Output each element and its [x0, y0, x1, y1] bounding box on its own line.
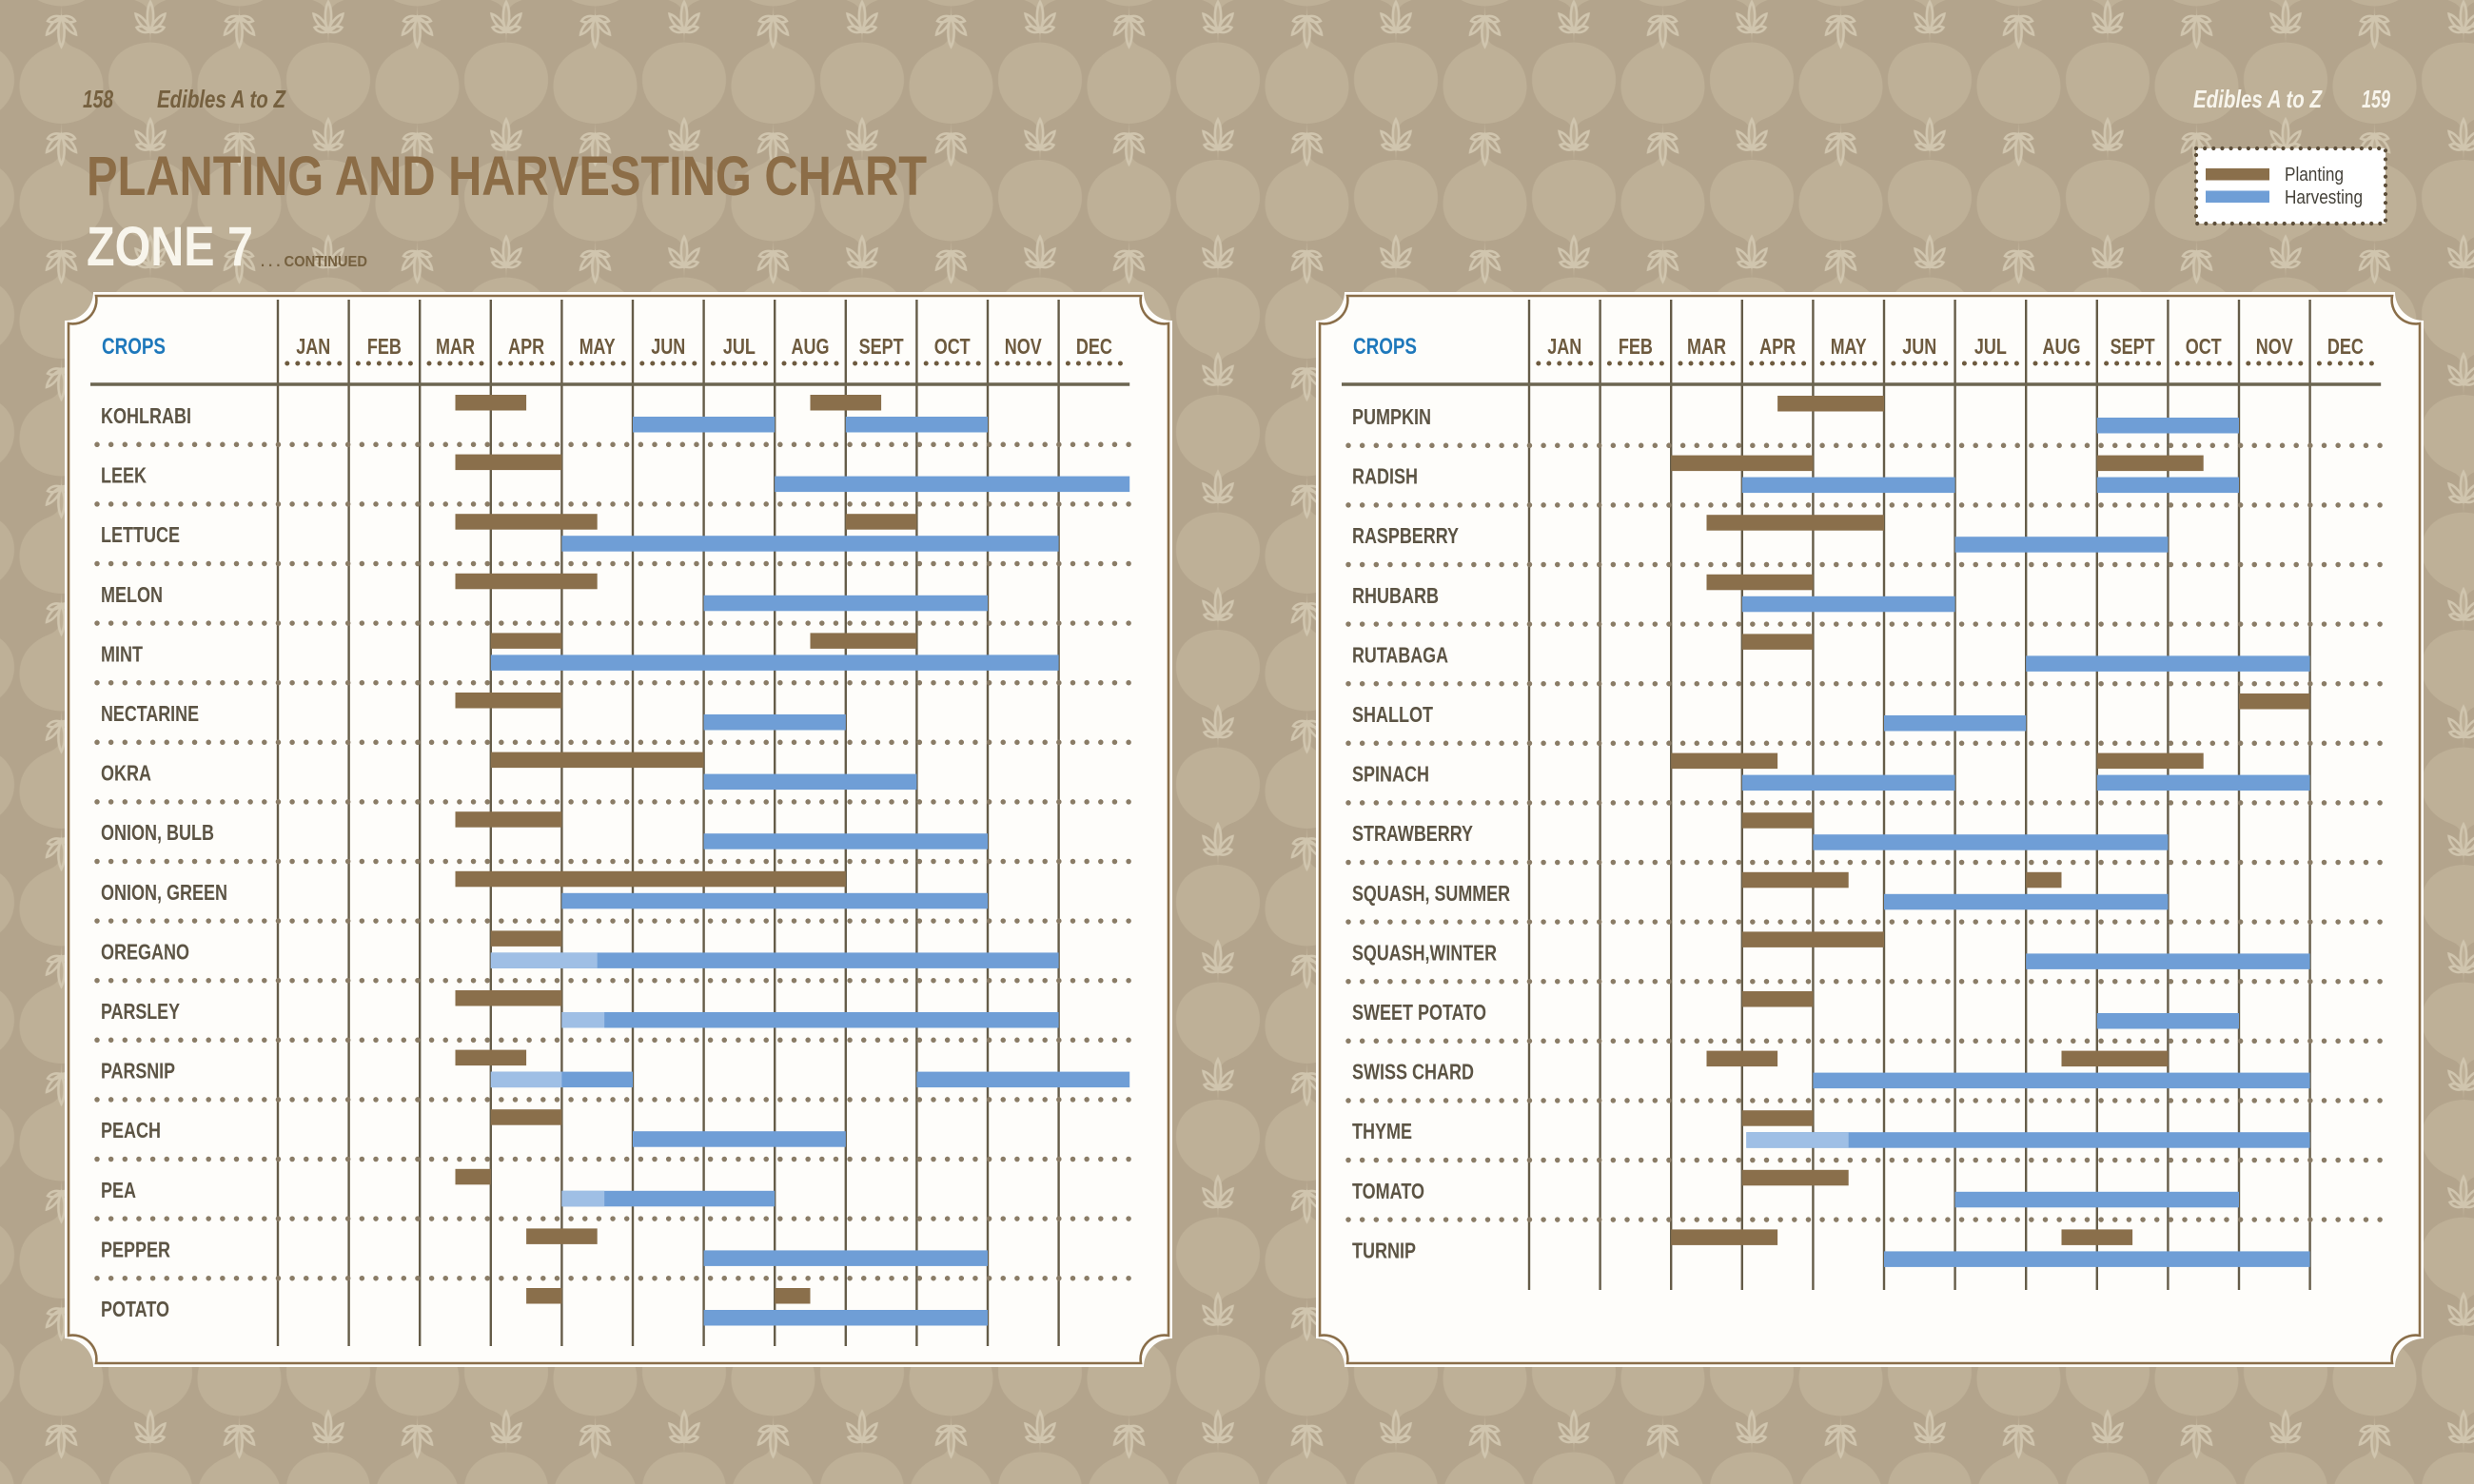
svg-text:OKRA: OKRA: [101, 761, 151, 786]
svg-text:SQUASH, SUMMER: SQUASH, SUMMER: [1352, 881, 1510, 906]
svg-text:JAN: JAN: [296, 334, 330, 359]
svg-text:FEB: FEB: [1619, 334, 1653, 359]
svg-text:MAY: MAY: [1831, 334, 1867, 359]
svg-text:APR: APR: [1759, 334, 1796, 359]
svg-text:SPINACH: SPINACH: [1352, 762, 1429, 787]
svg-text:Edibles A to Z: Edibles A to Z: [2193, 85, 2323, 113]
svg-text:KOHLRABI: KOHLRABI: [101, 403, 191, 428]
svg-text:MAR: MAR: [1687, 334, 1726, 359]
svg-text:JAN: JAN: [1547, 334, 1581, 359]
svg-text:RUTABAGA: RUTABAGA: [1352, 642, 1448, 667]
svg-text:OCT: OCT: [2186, 334, 2222, 359]
svg-text:CROPS: CROPS: [1353, 334, 1417, 360]
svg-text:Harvesting: Harvesting: [2285, 187, 2363, 208]
svg-text:RADISH: RADISH: [1352, 464, 1418, 489]
svg-text:MELON: MELON: [101, 582, 163, 607]
svg-text:RHUBARB: RHUBARB: [1352, 583, 1439, 608]
svg-text:SWISS CHARD: SWISS CHARD: [1352, 1060, 1474, 1084]
svg-text:ZONE 7: ZONE 7: [87, 216, 253, 278]
svg-text:DEC: DEC: [1076, 334, 1112, 359]
svg-text:JUN: JUN: [651, 334, 685, 359]
svg-text:DEC: DEC: [2327, 334, 2364, 359]
svg-text:TOMATO: TOMATO: [1352, 1179, 1424, 1203]
svg-text:NOV: NOV: [2256, 334, 2294, 359]
svg-text:SEPT: SEPT: [859, 334, 904, 359]
svg-text:LETTUCE: LETTUCE: [101, 522, 180, 547]
svg-text:PEACH: PEACH: [101, 1118, 161, 1142]
svg-text:NECTARINE: NECTARINE: [101, 701, 199, 726]
svg-text:SWEET POTATO: SWEET POTATO: [1352, 1000, 1486, 1025]
svg-text:Planting: Planting: [2285, 165, 2344, 186]
svg-text:ONION, BULB: ONION, BULB: [101, 820, 214, 845]
svg-text:PEPPER: PEPPER: [101, 1237, 170, 1261]
svg-text:PARSNIP: PARSNIP: [101, 1059, 175, 1084]
svg-text:. . . CONTINUED: . . . CONTINUED: [261, 254, 367, 270]
svg-text:JUL: JUL: [1974, 334, 2007, 359]
svg-text:THYME: THYME: [1352, 1119, 1412, 1143]
svg-text:FEB: FEB: [367, 334, 402, 359]
svg-text:NOV: NOV: [1005, 334, 1043, 359]
svg-text:SHALLOT: SHALLOT: [1352, 702, 1433, 727]
svg-text:159: 159: [2362, 85, 2390, 113]
svg-text:RASPBERRY: RASPBERRY: [1352, 523, 1459, 548]
svg-text:158: 158: [83, 85, 113, 113]
svg-text:SEPT: SEPT: [2111, 334, 2155, 359]
svg-text:STRAWBERRY: STRAWBERRY: [1352, 821, 1473, 846]
svg-text:MAY: MAY: [579, 334, 616, 359]
svg-text:OCT: OCT: [934, 334, 971, 359]
svg-text:AUG: AUG: [2043, 334, 2081, 359]
svg-text:APR: APR: [508, 334, 544, 359]
svg-text:MINT: MINT: [101, 641, 143, 666]
svg-text:LEEK: LEEK: [101, 463, 147, 488]
svg-text:POTATO: POTATO: [101, 1297, 169, 1321]
svg-text:MAR: MAR: [436, 334, 475, 359]
svg-text:JUN: JUN: [1902, 334, 1936, 359]
svg-text:JUL: JUL: [723, 334, 756, 359]
svg-text:PLANTING AND HARVESTING CHART: PLANTING AND HARVESTING CHART: [87, 146, 927, 207]
svg-text:CROPS: CROPS: [102, 334, 166, 360]
svg-text:PEA: PEA: [101, 1178, 136, 1202]
svg-text:AUG: AUG: [792, 334, 830, 359]
svg-text:PUMPKIN: PUMPKIN: [1352, 404, 1431, 429]
svg-text:Edibles A to Z: Edibles A to Z: [157, 85, 286, 113]
svg-text:TURNIP: TURNIP: [1352, 1238, 1416, 1262]
svg-text:OREGANO: OREGANO: [101, 939, 189, 964]
svg-text:ONION, GREEN: ONION, GREEN: [101, 880, 227, 905]
svg-text:PARSLEY: PARSLEY: [101, 999, 180, 1024]
svg-text:SQUASH,WINTER: SQUASH,WINTER: [1352, 940, 1497, 965]
